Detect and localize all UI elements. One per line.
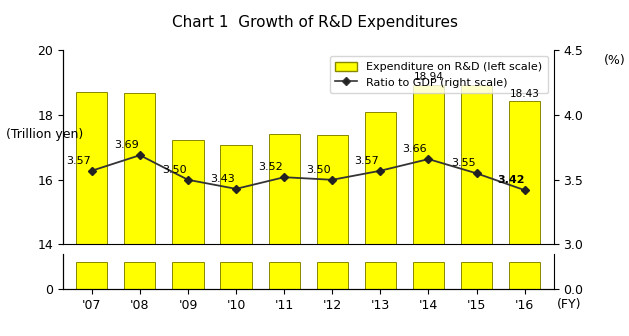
- Bar: [220, 145, 252, 336]
- Bar: [413, 85, 444, 336]
- Text: 3.43: 3.43: [210, 174, 235, 184]
- Bar: [269, 262, 300, 289]
- Text: (%): (%): [604, 54, 626, 67]
- Bar: [509, 101, 540, 336]
- Text: 3.69: 3.69: [114, 140, 139, 150]
- Bar: [76, 92, 108, 336]
- Bar: [461, 85, 493, 336]
- Text: 3.52: 3.52: [259, 162, 283, 172]
- Bar: [220, 262, 252, 289]
- Text: 3.50: 3.50: [162, 165, 187, 175]
- Bar: [125, 93, 155, 336]
- Text: 3.57: 3.57: [66, 156, 91, 166]
- Bar: [365, 262, 396, 289]
- Text: 3.55: 3.55: [451, 158, 476, 168]
- Text: 18.94: 18.94: [413, 73, 443, 82]
- Bar: [316, 262, 348, 289]
- Text: (FY): (FY): [557, 298, 581, 310]
- Bar: [413, 262, 444, 289]
- Text: 3.50: 3.50: [306, 165, 331, 175]
- Bar: [76, 262, 108, 289]
- Bar: [509, 262, 540, 289]
- Bar: [125, 262, 155, 289]
- Bar: [172, 140, 204, 336]
- Bar: [461, 262, 493, 289]
- Bar: [269, 134, 300, 336]
- Bar: [316, 135, 348, 336]
- Text: 3.42: 3.42: [498, 175, 525, 185]
- Bar: [172, 262, 204, 289]
- Text: 3.57: 3.57: [355, 156, 379, 166]
- Text: 3.66: 3.66: [403, 144, 427, 154]
- Text: Chart 1  Growth of R&D Expenditures: Chart 1 Growth of R&D Expenditures: [172, 15, 457, 30]
- Text: (Trillion yen): (Trillion yen): [6, 128, 84, 141]
- Legend: Expenditure on R&D (left scale), Ratio to GDP (right scale): Expenditure on R&D (left scale), Ratio t…: [330, 56, 548, 93]
- Text: 18.43: 18.43: [509, 89, 540, 99]
- Bar: [365, 112, 396, 336]
